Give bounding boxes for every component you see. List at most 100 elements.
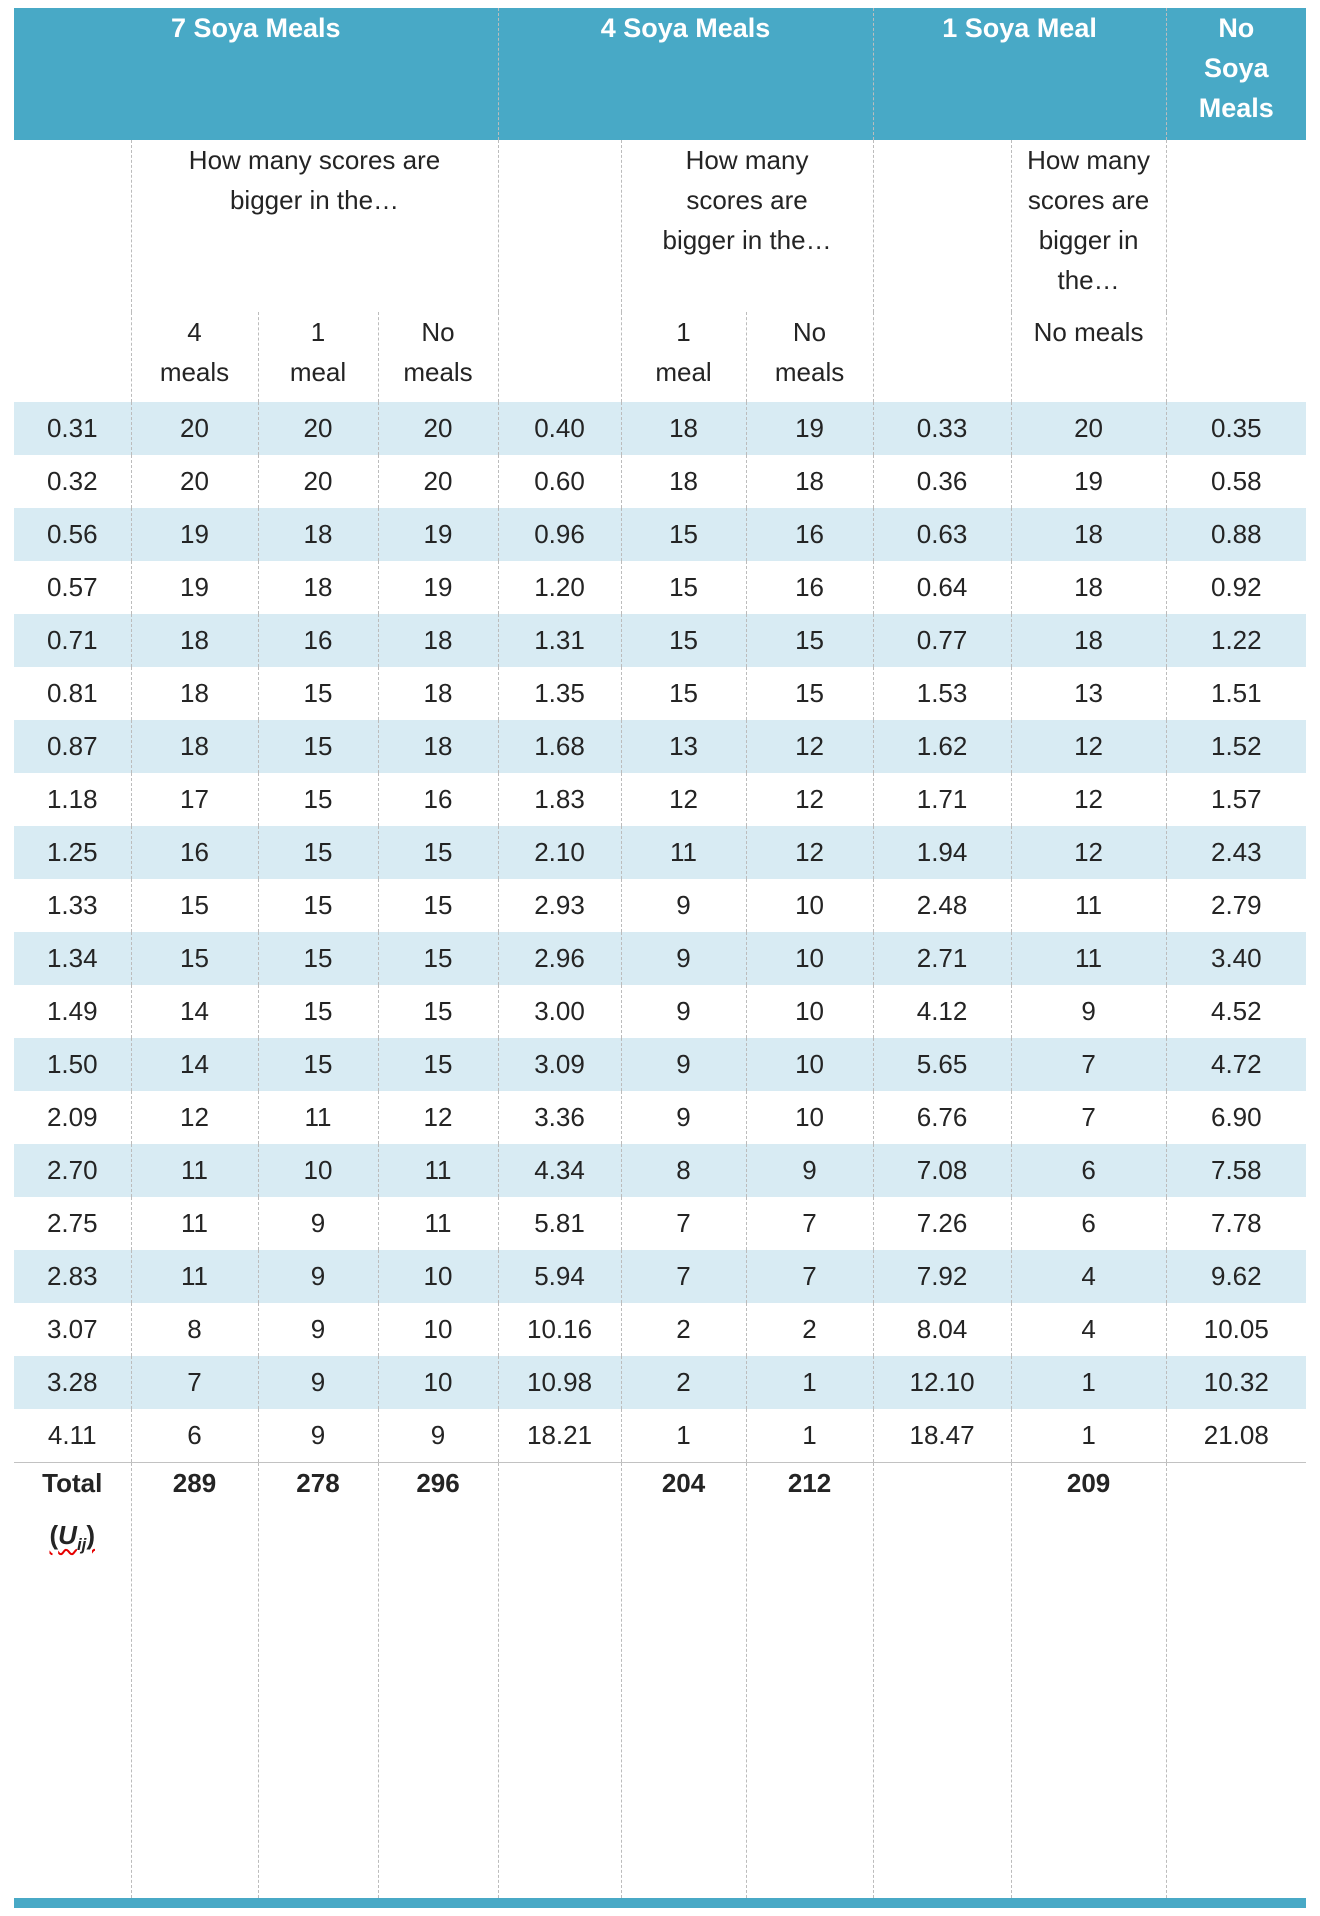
count-cell: 16 bbox=[131, 826, 259, 879]
count-cell: 15 bbox=[378, 826, 499, 879]
table-body: 0.31 20 20 20 0.40 18 19 0.33 20 0.35 0.32 20 20 20 0.… bbox=[14, 402, 1307, 1462]
count-cell: 10 bbox=[746, 985, 874, 1038]
score-cell: 5.65 bbox=[873, 1038, 1012, 1091]
score-cell: 10.98 bbox=[498, 1356, 622, 1409]
score-cell: 2.96 bbox=[498, 932, 622, 985]
score-cell: 1.62 bbox=[873, 720, 1012, 773]
empty-cell bbox=[873, 1461, 1012, 1898]
table-row: 1.34 15 15 15 2.96 9 10 2.71 11 3.40 bbox=[14, 932, 1307, 985]
count-cell: 18 bbox=[621, 402, 747, 455]
count-cell: 15 bbox=[621, 561, 747, 614]
count-cell: 12 bbox=[378, 1091, 499, 1144]
count-cell: 20 bbox=[378, 402, 499, 455]
count-cell: 20 bbox=[258, 455, 379, 508]
count-cell: 8 bbox=[621, 1144, 747, 1197]
score-cell: 7.58 bbox=[1211, 1155, 1262, 1185]
score-cell: 18.21 bbox=[498, 1409, 622, 1462]
score-cell: 1.33 bbox=[14, 879, 132, 932]
total-value-cell: 212 bbox=[746, 1461, 874, 1898]
score-cell: 1.34 bbox=[14, 932, 132, 985]
score-cell: 4.12 bbox=[873, 985, 1012, 1038]
score-cell: 2.43 bbox=[1211, 837, 1262, 867]
empty-cell bbox=[873, 140, 1012, 312]
score-cell: 2.10 bbox=[498, 826, 622, 879]
count-cell: 10 bbox=[378, 1356, 499, 1409]
score-cell: 2.71 bbox=[873, 932, 1012, 985]
score-cell: 0.57 bbox=[14, 561, 132, 614]
score-cell: 8.04 bbox=[873, 1303, 1012, 1356]
question-1-soya: How many scores are bigger in the… bbox=[1011, 140, 1167, 312]
count-cell: 9 bbox=[621, 932, 747, 985]
count-cell: 15 bbox=[258, 720, 379, 773]
count-cell: 15 bbox=[258, 667, 379, 720]
score-cell: 1.35 bbox=[498, 667, 622, 720]
count-cell: 18 bbox=[131, 667, 259, 720]
count-cell: 18 bbox=[1011, 508, 1167, 561]
score-cell: 0.64 bbox=[873, 561, 1012, 614]
count-cell: 19 bbox=[131, 561, 259, 614]
count-cell: 18 bbox=[378, 720, 499, 773]
count-cell: 1 bbox=[1011, 1356, 1167, 1409]
count-cell: 9 bbox=[1011, 985, 1167, 1038]
count-cell: 16 bbox=[378, 773, 499, 826]
score-cell: 1.22 bbox=[1211, 625, 1262, 655]
count-cell: 10 bbox=[746, 1091, 874, 1144]
table-row: 4.11 6 9 9 18.21 1 1 18.47 1 21.08 bbox=[14, 1409, 1306, 1462]
count-cell: 12 bbox=[746, 720, 874, 773]
score-cell: 4.72 bbox=[1211, 1049, 1262, 1079]
count-cell: 14 bbox=[131, 985, 259, 1038]
score-cell: 18.47 bbox=[873, 1409, 1012, 1462]
score-cell: 0.58 bbox=[1211, 466, 1262, 496]
score-cell: 1.94 bbox=[873, 826, 1012, 879]
count-cell: 15 bbox=[258, 985, 379, 1038]
score-cell: 4.52 bbox=[1211, 996, 1262, 1026]
count-cell: 11 bbox=[621, 826, 747, 879]
count-cell: 18 bbox=[258, 508, 379, 561]
count-cell: 10 bbox=[746, 932, 874, 985]
count-cell: 15 bbox=[258, 826, 379, 879]
score-cell: 2.93 bbox=[498, 879, 622, 932]
count-cell: 1 bbox=[746, 1409, 874, 1462]
score-cell: 21.08 bbox=[1203, 1419, 1269, 1450]
score-cell: 3.36 bbox=[498, 1091, 622, 1144]
count-cell: 2 bbox=[621, 1303, 747, 1356]
count-cell: 6 bbox=[1011, 1144, 1167, 1197]
count-cell: 16 bbox=[258, 614, 379, 667]
count-cell: 12 bbox=[746, 773, 874, 826]
score-cell: 1.52 bbox=[1211, 731, 1262, 761]
count-cell: 15 bbox=[378, 1038, 499, 1091]
count-cell: 15 bbox=[378, 985, 499, 1038]
score-cell: 1.49 bbox=[14, 985, 132, 1038]
score-cell: 4.34 bbox=[498, 1144, 622, 1197]
score-cell: 1.68 bbox=[498, 720, 622, 773]
table-row: 1.50 14 15 15 3.09 9 10 5.65 7 4.72 bbox=[14, 1038, 1307, 1091]
score-cell: 10.05 bbox=[1203, 1314, 1269, 1344]
score-cell: 10.32 bbox=[1203, 1367, 1269, 1397]
score-cell: 1.18 bbox=[14, 773, 132, 826]
total-value-cell: 289 bbox=[131, 1461, 259, 1898]
count-cell: 9 bbox=[621, 879, 747, 932]
count-cell: 15 bbox=[258, 1038, 379, 1091]
count-cell: 15 bbox=[258, 773, 379, 826]
count-cell: 7 bbox=[1011, 1038, 1167, 1091]
table-row: 0.31 20 20 20 0.40 18 19 0.33 20 0.35 bbox=[14, 402, 1307, 455]
count-cell: 16 bbox=[746, 508, 874, 561]
score-cell: 1.53 bbox=[873, 667, 1012, 720]
count-cell: 10 bbox=[378, 1250, 499, 1303]
score-cell: 0.40 bbox=[498, 402, 622, 455]
score-cell: 7.08 bbox=[873, 1144, 1012, 1197]
score-cell: 0.32 bbox=[14, 455, 132, 508]
count-cell: 4 bbox=[1011, 1250, 1167, 1303]
score-cell: 5.94 bbox=[498, 1250, 622, 1303]
count-cell: 18 bbox=[746, 455, 874, 508]
score-cell: 0.92 bbox=[1211, 572, 1262, 602]
score-cell: 1.20 bbox=[498, 561, 622, 614]
count-cell: 20 bbox=[1011, 402, 1167, 455]
next-table-teal-strip bbox=[14, 1898, 1306, 1908]
subheader-row: 4 meals 1 meal No meals 1 meal No meals … bbox=[14, 312, 1306, 402]
score-cell: 0.60 bbox=[498, 455, 622, 508]
count-cell: 1 bbox=[621, 1409, 747, 1462]
score-cell: 0.31 bbox=[14, 402, 132, 455]
count-cell: 18 bbox=[378, 667, 499, 720]
